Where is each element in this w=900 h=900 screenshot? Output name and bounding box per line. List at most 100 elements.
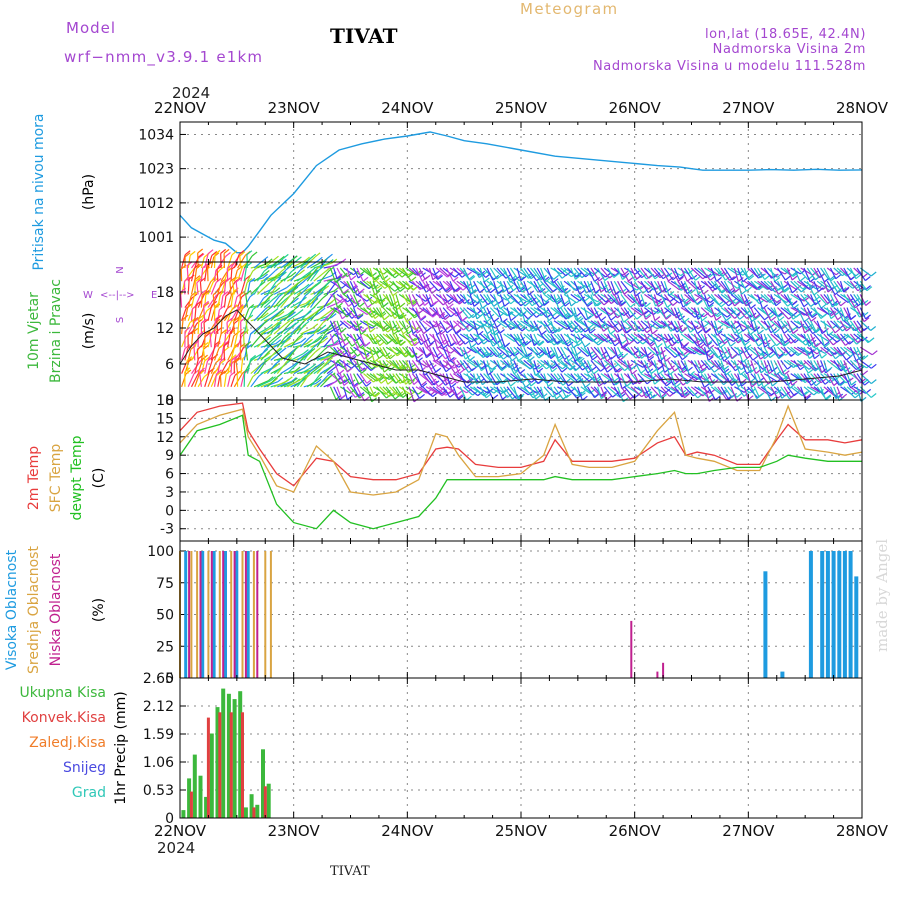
wind-barb-flag [309,267,316,273]
wind-barb [469,320,482,328]
wind-barb-flag [298,333,304,338]
wind-barb [379,386,390,397]
wind-barb [690,346,705,356]
wind-barb-flag [374,290,381,296]
wind-barb [610,320,620,332]
wind-barb-flag [787,301,793,307]
compass-south: S [115,317,126,323]
wind-barb [233,372,244,388]
wind-barb [503,294,512,305]
wind-barb [372,346,380,359]
wind-barb [566,294,572,307]
wind-barb [220,308,228,322]
wind-barb-flag [216,314,223,320]
wind-barb [770,360,777,376]
cloud-bar [763,571,768,678]
wind-barb [546,373,557,383]
wind-barb-flag [293,321,300,326]
wind-barb [576,373,586,388]
wind-barb-flag [489,288,496,294]
cloud-bar [241,551,244,678]
wind-barb [392,267,403,278]
wind-barb [343,386,348,400]
wind-barb [479,359,493,370]
wind-barb [683,280,691,294]
wind-barb-flag [664,368,670,373]
wind-barb-flag [758,392,765,398]
wind-barb-flag [341,272,348,278]
wind-barb [280,381,293,388]
wind-barb [737,373,743,387]
wind-barb [207,295,217,308]
wind-barb [408,360,414,374]
wind-barb [667,293,680,304]
wind-barb [750,320,756,332]
wind-barb-flag [770,316,777,322]
wind-barb [267,304,279,309]
wind-barb [353,267,359,279]
wind-barb [710,386,722,395]
wind-barb [372,294,381,305]
wind-barb [566,386,578,399]
wind-barb-flag [296,256,302,262]
wind-barb [463,360,473,371]
wind-barb [770,386,779,399]
wind-barb [435,267,448,278]
wind-barb [603,320,611,335]
y-tick-label: 1.59 [143,727,174,743]
wind-barb [810,360,816,372]
wind-barb-flag [510,275,517,281]
wind-barb [580,294,589,307]
wind-barb-flag [285,337,291,343]
wind-barb [429,280,439,292]
wind-barb-flag [316,375,323,381]
wind-barb [379,294,384,307]
wind-barb [586,386,596,398]
wind-barb-flag [411,352,417,358]
wind-barb-flag [265,336,271,342]
wind-barb-flag [223,248,230,254]
wind-barb [770,294,777,306]
wind-barb [560,346,570,362]
cloud-unit: (%) [91,598,107,622]
wind-barb [266,376,278,388]
wind-barb [660,347,666,362]
wind-barb-flag [358,313,364,318]
wind-barb [753,333,763,343]
wind-barb [260,276,275,282]
wind-barb [843,386,856,399]
y-tick-label: 2.12 [143,699,174,715]
wind-barb [833,280,842,292]
wind-barb [526,346,539,356]
wind-barb [519,280,527,292]
wind-barb [316,275,332,282]
wind-barb [411,386,421,399]
wind-barb-flag [769,344,776,350]
wind-barb [429,307,440,317]
wind-barb [276,299,286,309]
wind-barb [499,267,512,281]
wind-barb [810,333,817,347]
wind-barb [650,373,656,385]
wind-barb-flag [539,288,546,293]
y-tick-label: 6 [165,357,174,373]
wind-barb-flag [668,276,674,282]
wind-barb-flag [424,370,430,376]
wind-barb-flag [556,297,563,303]
wind-barb [853,307,861,318]
cloud-bar [233,551,236,678]
wind-barb [442,386,451,398]
wind-barb-flag [758,377,764,383]
wind-barb [800,294,812,307]
wind-barb-flag [274,324,281,330]
wind-barb [379,320,384,332]
wind-barb-flag [700,368,707,374]
wind-barb [319,257,328,269]
wind-barb [557,386,570,394]
wind-barb-flag [570,301,577,307]
wind-barb-flag [263,270,270,275]
wind-barb [710,307,717,321]
wind-barb [787,359,798,368]
y-tick-label: 50 [156,608,174,624]
wind-barb [503,373,512,387]
